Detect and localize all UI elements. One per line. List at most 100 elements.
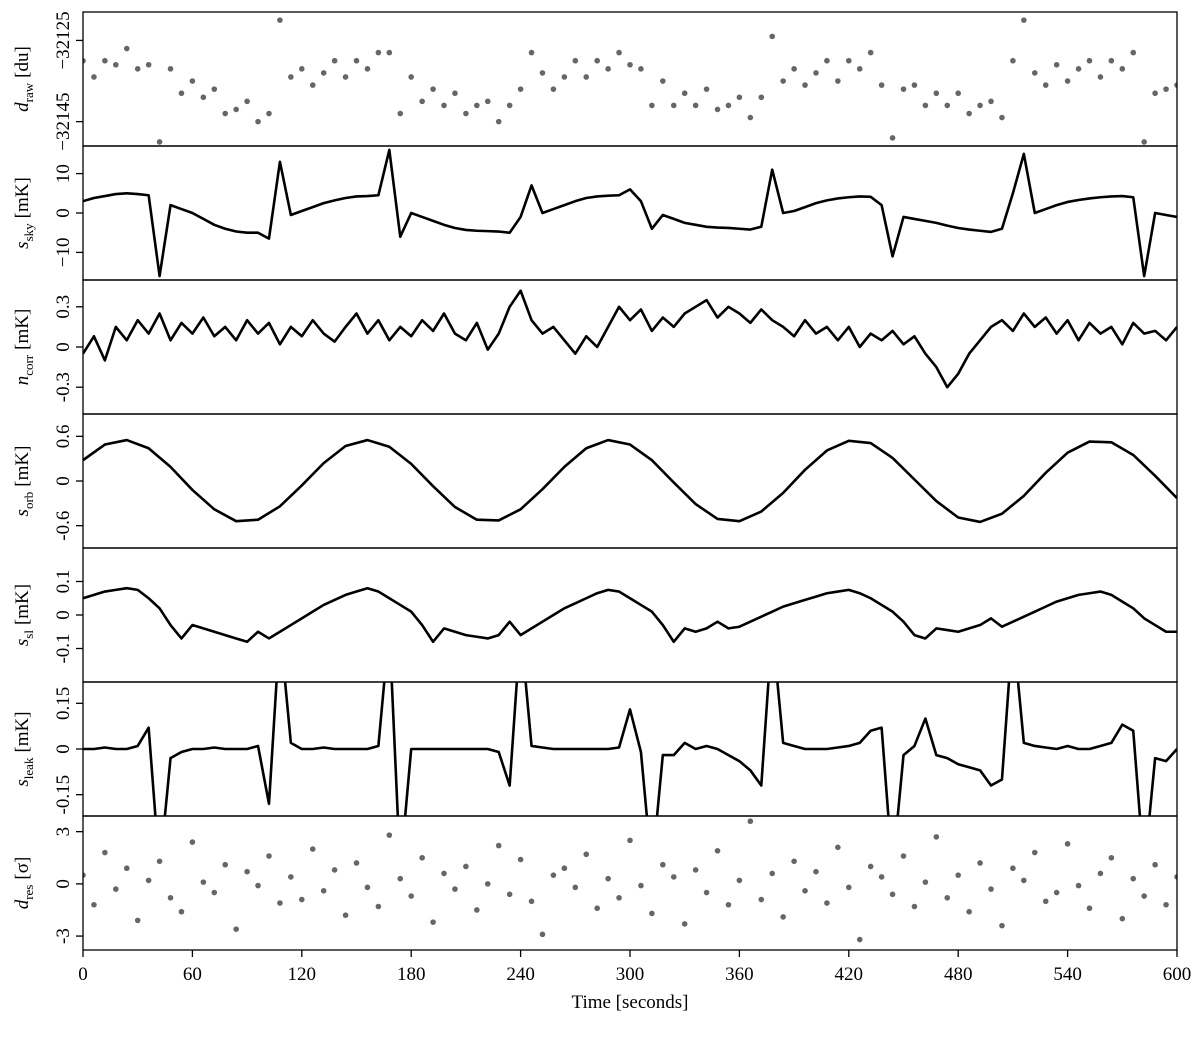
scatter-point bbox=[386, 49, 393, 56]
y-label-symbol: d bbox=[12, 102, 33, 112]
panel bbox=[83, 586, 1177, 644]
panel-frame bbox=[82, 11, 1178, 147]
scatter-point bbox=[375, 903, 382, 910]
y-label-unit: [mK] bbox=[12, 584, 33, 625]
scatter-point bbox=[299, 896, 305, 903]
scatter-point bbox=[616, 49, 622, 56]
scatter-point bbox=[692, 867, 699, 873]
y-label-symbol: s bbox=[12, 509, 33, 516]
scatter-point bbox=[813, 70, 819, 76]
y-tick-label: -0.15 bbox=[53, 775, 74, 815]
scatter-point bbox=[539, 931, 546, 938]
y-tick-label: −32125 bbox=[53, 11, 74, 69]
scatter-point bbox=[714, 848, 721, 854]
scatter-point bbox=[922, 879, 929, 885]
scatter-point bbox=[747, 818, 754, 825]
scatter-point bbox=[430, 86, 436, 92]
y-label-unit: [σ] bbox=[12, 857, 33, 880]
scatter-point bbox=[1097, 74, 1104, 80]
scatter-point bbox=[452, 886, 458, 892]
scatter-point bbox=[244, 98, 250, 105]
scatter-point bbox=[1086, 57, 1093, 64]
y-axis-label: ssky [mK] bbox=[12, 177, 36, 249]
scatter-point bbox=[178, 908, 185, 915]
scatter-point bbox=[900, 853, 907, 859]
y-tick-label: -0.1 bbox=[53, 633, 74, 663]
scatter-point bbox=[255, 882, 261, 889]
scatter-point bbox=[1108, 57, 1115, 64]
x-tick-label: 60 bbox=[183, 964, 202, 985]
scatter-point bbox=[309, 846, 316, 852]
scatter-point bbox=[1021, 17, 1027, 23]
scatter-point bbox=[474, 102, 480, 109]
scatter-point bbox=[484, 881, 491, 887]
panel bbox=[83, 17, 1177, 145]
y-tick-label: −32145 bbox=[53, 93, 74, 151]
scatter-point bbox=[1042, 82, 1049, 88]
scatter-point bbox=[441, 870, 447, 877]
scatter-point bbox=[495, 842, 502, 849]
line-series bbox=[83, 586, 1177, 644]
panel bbox=[83, 818, 1177, 943]
scatter-point bbox=[167, 66, 174, 72]
scatter-point bbox=[255, 118, 261, 125]
scatter-point bbox=[944, 102, 951, 109]
y-tick-label: 0.3 bbox=[53, 295, 74, 319]
scatter-point bbox=[474, 907, 480, 913]
scatter-point bbox=[846, 884, 852, 891]
scatter-point bbox=[1108, 854, 1115, 861]
scatter-point bbox=[791, 858, 797, 865]
y-tick-label: 0.6 bbox=[53, 424, 74, 448]
scatter-point bbox=[419, 98, 425, 105]
y-label-symbol: s bbox=[12, 241, 33, 248]
panel-frame bbox=[82, 413, 1178, 549]
scatter-point bbox=[102, 57, 108, 64]
scatter-point bbox=[769, 870, 776, 877]
scatter-point bbox=[463, 863, 469, 870]
scatter-point bbox=[528, 49, 535, 56]
scatter-point bbox=[1152, 90, 1158, 97]
y-tick-label: 0 bbox=[53, 208, 74, 218]
scatter-point bbox=[91, 901, 97, 908]
scatter-point bbox=[244, 868, 250, 875]
scatter-point bbox=[189, 78, 196, 84]
scatter-point bbox=[856, 936, 863, 943]
panel-frame bbox=[82, 815, 1178, 951]
scatter-point bbox=[605, 66, 611, 72]
y-label-sub: orb bbox=[21, 492, 36, 509]
y-label-symbol: s bbox=[12, 779, 33, 786]
scatter-point bbox=[233, 106, 239, 113]
scatter-point bbox=[736, 94, 743, 101]
scatter-point bbox=[660, 861, 666, 868]
y-label-unit: [du] bbox=[12, 46, 33, 78]
x-tick-label: 0 bbox=[78, 964, 88, 985]
scatter-point bbox=[1086, 905, 1093, 912]
scatter-point bbox=[725, 102, 732, 109]
scatter-point bbox=[802, 82, 808, 88]
scatter-point bbox=[627, 837, 633, 844]
y-label-sub: res bbox=[21, 885, 36, 900]
scatter-point bbox=[583, 74, 590, 80]
panel bbox=[83, 289, 1177, 389]
scatter-point bbox=[988, 98, 994, 105]
y-label-sub: leak bbox=[21, 757, 36, 779]
scatter-point bbox=[123, 45, 130, 52]
y-label-symbol: n bbox=[12, 376, 33, 386]
scatter-point bbox=[703, 86, 710, 92]
scatter-point bbox=[1075, 66, 1082, 72]
scatter-point bbox=[681, 921, 688, 927]
scatter-point bbox=[878, 874, 885, 880]
scatter-point bbox=[813, 868, 819, 875]
scatter-point bbox=[1174, 82, 1177, 88]
scatter-point bbox=[528, 898, 535, 905]
y-label-unit: [mK] bbox=[12, 711, 33, 752]
y-tick-label: 0 bbox=[53, 879, 74, 889]
scatter-point bbox=[583, 851, 590, 858]
y-tick-label: -3 bbox=[53, 928, 74, 944]
y-axis-label: ncorr [mK] bbox=[12, 309, 36, 386]
scatter-point bbox=[933, 90, 940, 97]
scatter-point bbox=[134, 66, 141, 72]
scatter-point bbox=[660, 78, 666, 84]
scatter-point bbox=[189, 839, 196, 845]
scatter-point bbox=[550, 86, 557, 92]
